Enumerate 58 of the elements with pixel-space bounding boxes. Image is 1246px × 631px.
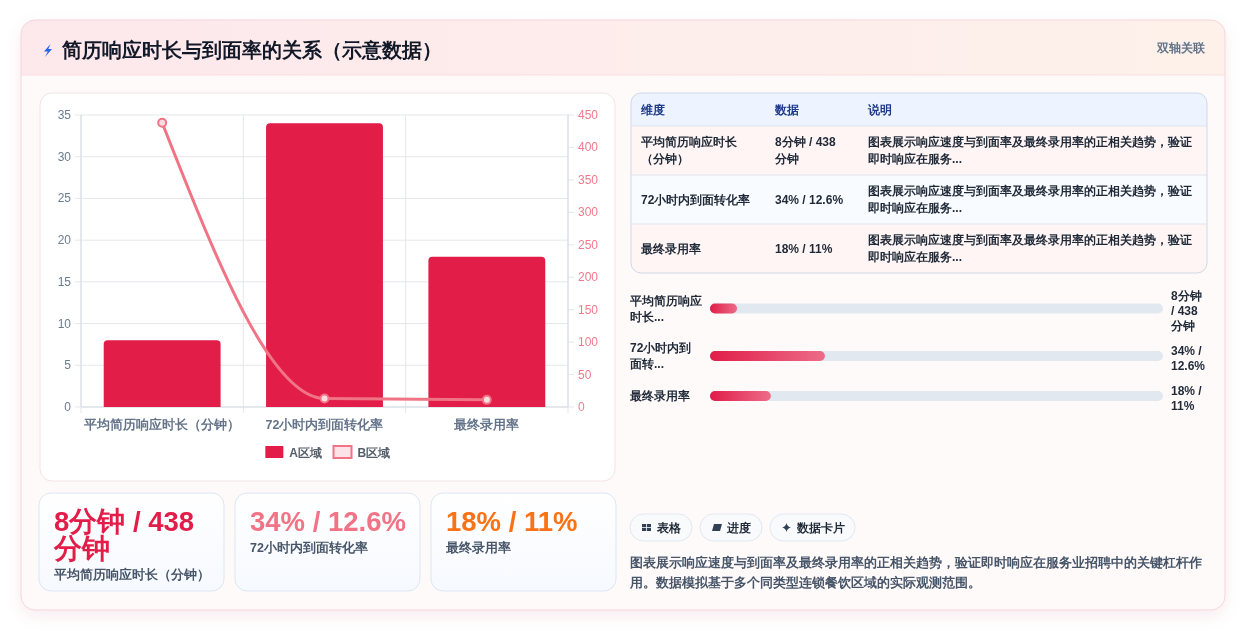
text: 34% / 12.6% bbox=[775, 192, 844, 207]
y-tick-label: 35 bbox=[57, 108, 72, 122]
text: 进度 bbox=[726, 520, 751, 534]
y2-tick-label: 150 bbox=[578, 302, 599, 317]
point bbox=[319, 393, 330, 404]
text: 8分钟 / 438 分钟 bbox=[53, 506, 195, 564]
text: 图表展示响应速度与到面率及最终录用率的正相关趋势，验证即时响应在服务... bbox=[868, 184, 1192, 216]
text: 平均简历响应时长（分钟） bbox=[53, 567, 210, 582]
bar bbox=[428, 256, 546, 407]
text: 简历响应时长与到面率的关系（示意数据） bbox=[61, 39, 442, 61]
point bbox=[157, 117, 168, 128]
y2-tick-label: 200 bbox=[578, 270, 599, 285]
text: 图表展示响应速度与到面率及最终录用率的正相关趋势，验证即时响应在服务业招聘中的关键杠杆作用。数据模拟基于多个同类型连锁餐饮区域的实际观测范围。 bbox=[629, 555, 1202, 590]
y-tick-label: 10 bbox=[57, 316, 72, 331]
text: 数据卡片 bbox=[796, 520, 845, 535]
text: 图表展示响应速度与到面率及最终录用率的正相关趋势，验证即时响应在服务... bbox=[868, 233, 1192, 265]
y-tick-label: 30 bbox=[57, 149, 72, 164]
y2-tick-label: 350 bbox=[578, 172, 599, 187]
bar bbox=[103, 340, 221, 407]
y2-tick-label: 300 bbox=[578, 205, 599, 220]
y-tick-label: 20 bbox=[57, 233, 72, 248]
y2-tick-label: 250 bbox=[578, 237, 599, 252]
text: 72小时内到面转化率 bbox=[641, 192, 751, 207]
text: 说明 bbox=[867, 102, 892, 117]
legend-label: A区域 bbox=[289, 445, 323, 460]
text: 数据 bbox=[774, 102, 799, 117]
data-label: 18% / 11% bbox=[1171, 383, 1203, 413]
y2-tick-label: 400 bbox=[578, 140, 599, 155]
y2-tick-label: 450 bbox=[578, 108, 599, 122]
point bbox=[481, 394, 492, 405]
text: 表格 bbox=[656, 520, 682, 534]
text: 维度 bbox=[640, 102, 665, 117]
text: 8分钟 / 438 分钟 bbox=[774, 135, 837, 167]
y-tick-label: 0 bbox=[64, 400, 72, 414]
y-tick-label: 25 bbox=[57, 191, 72, 206]
y2-tick-label: 50 bbox=[578, 367, 592, 382]
text: 双轴关联 bbox=[1156, 41, 1206, 55]
legend-label: B区域 bbox=[357, 445, 391, 460]
text: 34% / 12.6% bbox=[250, 506, 406, 537]
text: 18% / 11% bbox=[775, 241, 833, 256]
text: 平均简历响应时长（分钟） bbox=[640, 135, 738, 167]
bar bbox=[266, 123, 383, 407]
data-label: 8分钟 / 438 分钟 bbox=[1170, 288, 1202, 333]
y-tick-label: 15 bbox=[57, 274, 72, 289]
text: 72小时内到面转化率 bbox=[250, 540, 368, 555]
y-tick-label: 5 bbox=[64, 358, 72, 373]
y-tick-label: 平均简历响应时长... bbox=[629, 293, 702, 324]
y2-tick-label: 0 bbox=[578, 400, 585, 414]
text: 图表展示响应速度与到面率及最终录用率的正相关趋势，验证即时响应在服务... bbox=[868, 135, 1192, 167]
x-tick-label: 72小时内到面转化率 bbox=[265, 417, 384, 432]
y-tick-label: 最终录用率 bbox=[629, 389, 690, 404]
x-tick-label: 平均简历响应时长（分钟） bbox=[83, 417, 241, 432]
text: 18% / 11% bbox=[446, 506, 578, 537]
text: 最终录用率 bbox=[445, 540, 511, 555]
y-tick-label: 72小时内到面转... bbox=[629, 341, 692, 372]
x-tick-label: 最终录用率 bbox=[453, 417, 520, 432]
data-label: 34% / 12.6% bbox=[1171, 343, 1206, 373]
y2-tick-label: 100 bbox=[578, 335, 599, 350]
